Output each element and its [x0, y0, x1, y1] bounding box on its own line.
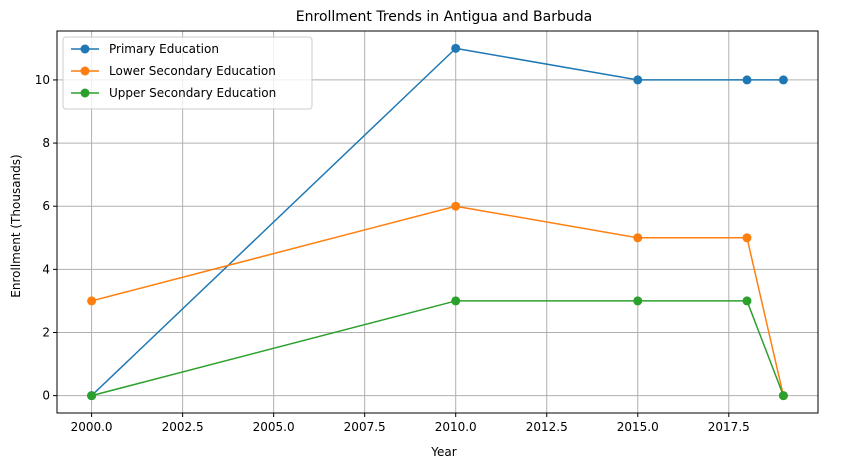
legend-item: Primary Education — [71, 42, 219, 56]
y-tick-label: 4 — [42, 262, 50, 276]
data-point — [742, 75, 752, 85]
data-point — [742, 233, 752, 243]
legend-marker — [80, 66, 90, 76]
data-point — [451, 43, 461, 53]
x-tick-label: 2017.5 — [708, 420, 750, 434]
y-axis: 0 2 4 6 8 10 — [35, 73, 57, 403]
series-layer — [87, 43, 788, 401]
y-tick-label: 0 — [42, 389, 50, 403]
data-point — [451, 201, 461, 211]
legend-label: Primary Education — [109, 42, 219, 56]
y-tick-label: 8 — [42, 136, 50, 150]
data-point — [778, 391, 788, 401]
y-tick-label: 10 — [35, 73, 50, 87]
chart-title: Enrollment Trends in Antigua and Barbuda — [296, 9, 592, 25]
series-2 — [87, 201, 788, 401]
legend-label: Upper Secondary Education — [109, 86, 276, 100]
data-point — [633, 233, 643, 243]
x-tick-label: 2010.0 — [435, 420, 477, 434]
x-tick-label: 2005.0 — [253, 420, 295, 434]
series-3 — [87, 296, 788, 401]
legend-item: Upper Secondary Education — [71, 86, 276, 100]
x-tick-label: 2012.5 — [526, 420, 568, 434]
plot-frame — [56, 30, 819, 414]
data-point — [451, 296, 461, 306]
x-tick-label: 2000.0 — [71, 420, 113, 434]
legend-marker — [80, 88, 90, 98]
legend-box — [62, 36, 313, 110]
data-point — [87, 391, 97, 401]
x-axis-title: Year — [430, 445, 456, 459]
legend-label: Lower Secondary Education — [109, 64, 276, 78]
legend-item: Lower Secondary Education — [71, 64, 276, 78]
series-line — [91, 300, 785, 397]
data-point — [633, 75, 643, 85]
x-tick-label: 2015.0 — [617, 420, 659, 434]
y-tick-label: 6 — [42, 199, 50, 213]
data-point — [87, 296, 97, 306]
x-axis: 2000.0 2002.5 2005.0 2007.5 2010.0 2012.5 2015… — [71, 413, 750, 434]
data-point — [778, 75, 788, 85]
data-point — [742, 296, 752, 306]
legend: Primary Education Lower Secondary Educati… — [62, 36, 313, 110]
y-axis-title: Enrollment (Thousands) — [9, 154, 23, 297]
data-point — [633, 296, 643, 306]
x-tick-label: 2007.5 — [344, 420, 386, 434]
legend-marker — [80, 44, 90, 54]
y-tick-label: 2 — [42, 325, 50, 339]
x-tick-label: 2002.5 — [162, 420, 204, 434]
